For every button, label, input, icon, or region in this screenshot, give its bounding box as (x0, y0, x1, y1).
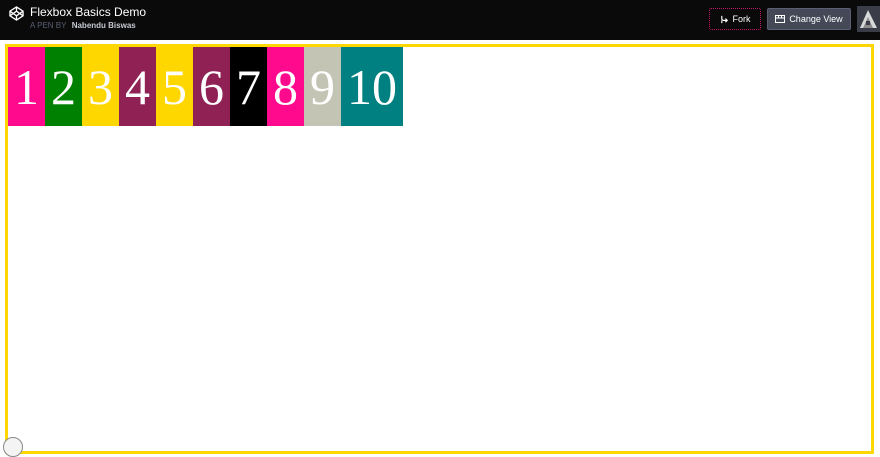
pen-header: Flexbox Basics Demo A PEN BY Nabendu Bis… (0, 0, 880, 40)
flex-item: 9 (304, 47, 341, 126)
codepen-logo-icon[interactable] (9, 6, 24, 21)
change-view-button[interactable]: Change View (767, 8, 851, 30)
flex-item: 2 (45, 47, 82, 126)
pen-byline: A PEN BY Nabendu Biswas (30, 21, 136, 31)
change-view-label: Change View (789, 14, 843, 24)
flex-item: 1 (8, 47, 45, 126)
fork-button[interactable]: Fork (709, 8, 761, 30)
author-link[interactable]: Nabendu Biswas (71, 21, 136, 30)
fork-icon (720, 15, 729, 24)
fork-label: Fork (732, 14, 751, 24)
scroll-indicator[interactable] (3, 437, 23, 457)
flex-item: 3 (82, 47, 119, 126)
flex-item: 6 (193, 47, 230, 126)
flex-container: 1 2 3 4 5 6 7 8 9 10 (8, 47, 871, 126)
flex-item: 8 (267, 47, 304, 126)
byline-prefix: A PEN BY (30, 21, 67, 30)
preview-frame: 1 2 3 4 5 6 7 8 9 10 (5, 44, 874, 454)
layout-icon (775, 15, 786, 23)
flex-item: 10 (341, 47, 403, 126)
user-avatar[interactable] (857, 6, 880, 32)
pen-title: Flexbox Basics Demo (30, 5, 147, 19)
flex-item: 5 (156, 47, 193, 126)
flex-item: 7 (230, 47, 267, 126)
flex-item: 4 (119, 47, 156, 126)
